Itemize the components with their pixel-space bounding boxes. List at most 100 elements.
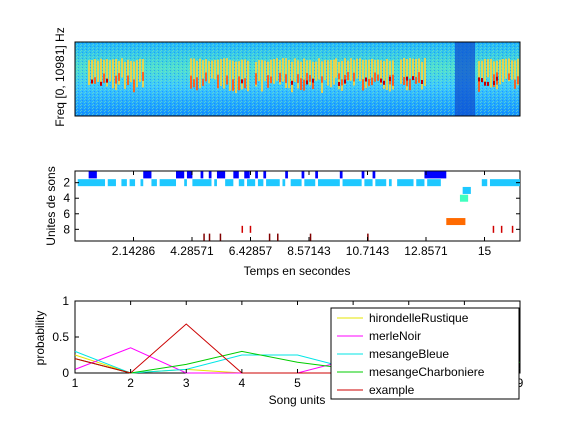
- raster-mark-unit-1: [361, 171, 365, 179]
- spectrogram-energy-peak: [103, 73, 105, 83]
- raster-mark-unit-2: [388, 179, 392, 187]
- spectrogram-energy-core: [106, 78, 108, 83]
- spectrogram-energy-column: [193, 58, 195, 84]
- raster-mark-unit-4: [459, 194, 469, 202]
- spectrogram-energy-peak: [196, 77, 198, 91]
- raster-mark-unit-1: [315, 171, 318, 179]
- raster-mark-unit-2: [290, 179, 302, 187]
- spectrogram-energy-core: [338, 81, 340, 86]
- raster-mark-unit-7: [446, 218, 466, 226]
- spectrogram-energy-peak: [341, 79, 343, 86]
- spectrogram-energy-column: [235, 61, 237, 94]
- spectrogram-ylabel: Freq [0, 10981] Hz: [53, 27, 67, 126]
- raster-mark-unit-9: [268, 233, 271, 241]
- spectrogram-energy-column: [356, 58, 358, 79]
- raster-mark-unit-2: [342, 179, 362, 187]
- spectrogram-energy-column: [511, 60, 513, 80]
- spectrogram-energy-column: [505, 58, 507, 79]
- spectrogram-energy-column: [282, 58, 284, 82]
- spectrogram-energy-core: [496, 76, 498, 81]
- spectrogram-energy-column: [309, 60, 311, 86]
- spectrogram-energy-column: [493, 61, 495, 88]
- spectrogram-energy-column: [333, 59, 335, 85]
- raster-mark-unit-2: [159, 179, 177, 187]
- spectrogram-energy-peak: [514, 79, 516, 89]
- spectrogram-energy-column: [121, 58, 123, 78]
- raster-mark-unit-2: [246, 179, 256, 187]
- spectrogram-energy-column: [223, 58, 225, 89]
- spectrogram-energy-peak: [115, 75, 117, 84]
- spectrogram-energy-column: [133, 61, 135, 91]
- raster-xtick-label: 10.7143: [346, 244, 390, 258]
- raster-mark-unit-1: [186, 171, 193, 179]
- spectrogram-energy-peak: [306, 72, 308, 83]
- probability-xtick-label: 4: [239, 376, 246, 390]
- spectrogram-energy-column: [139, 58, 141, 82]
- spectrogram-energy-column: [258, 60, 260, 81]
- spectrogram-energy-peak: [300, 78, 302, 90]
- probability-ytick-label: 1: [62, 294, 69, 308]
- spectrogram-energy-column: [136, 60, 138, 88]
- spectrogram-energy-column: [487, 59, 489, 78]
- spectrogram-energy-peak: [255, 73, 257, 85]
- spectrogram-energy-peak: [406, 77, 408, 87]
- spectrogram-energy-peak: [508, 73, 510, 80]
- raster-mark-unit-1: [244, 171, 250, 179]
- spectrogram-energy-column: [424, 58, 426, 86]
- raster-mark-unit-1: [255, 171, 258, 179]
- legend-label-hirondelleRustique: hirondelleRustique: [369, 311, 469, 325]
- song-units-raster-panel: 24 68 2.14286 4.28571 6.42857 8.57143 10.7143…: [44, 166, 521, 278]
- raster-mark-unit-2: [489, 179, 520, 187]
- spectrogram-energy-peak: [297, 74, 299, 84]
- spectrogram-energy-column: [100, 58, 102, 84]
- spectrogram-energy-column: [415, 58, 417, 78]
- spectrogram-energy-column: [130, 60, 132, 83]
- spectrogram-energy-column: [368, 59, 370, 87]
- legend-label-mesangeCharboniere: mesangeCharboniere: [369, 365, 485, 379]
- spectrogram-energy-column: [359, 58, 361, 82]
- spectrogram-energy-peak: [279, 72, 281, 83]
- raster-mark-unit-8: [511, 225, 514, 233]
- spectrogram-energy-column: [118, 61, 120, 85]
- raster-mark-unit-2: [225, 179, 234, 187]
- spectrogram-energy-column: [241, 59, 243, 90]
- spectrogram-energy-column: [303, 58, 305, 85]
- spectrogram-energy-column: [406, 58, 408, 91]
- spectrogram-energy-core: [406, 76, 408, 81]
- spectrogram-energy-core: [484, 81, 486, 86]
- raster-mark-unit-3: [462, 186, 471, 194]
- spectrogram-energy-column: [315, 61, 317, 81]
- spectrogram-energy-peak: [303, 79, 305, 91]
- raster-xtick-label: 15: [478, 244, 492, 258]
- spectrogram-energy-column: [386, 58, 388, 90]
- spectrogram-energy-peak: [392, 74, 394, 86]
- spectrogram-energy-peak: [193, 79, 195, 88]
- spectrogram-energy-column: [330, 59, 332, 88]
- spectrogram-energy-column: [335, 58, 337, 78]
- spectrogram-energy-peak: [217, 74, 219, 89]
- spectrogram-energy-core: [487, 81, 489, 86]
- raster-mark-unit-1: [424, 171, 447, 179]
- spectrogram-energy-column: [285, 58, 287, 89]
- spectrogram-energy-column: [199, 58, 201, 89]
- raster-mark-unit-2: [481, 179, 488, 187]
- spectrogram-energy-peak: [415, 76, 417, 84]
- spectrogram-energy-peak: [133, 79, 135, 93]
- spectrogram-energy-peak: [309, 75, 311, 82]
- spectrogram-energy-column: [127, 59, 129, 85]
- spectrogram-energy-core: [241, 79, 243, 84]
- spectrogram-energy-peak: [371, 77, 373, 86]
- raster-mark-unit-2: [77, 179, 106, 187]
- probability-xtick-label: 9: [517, 376, 524, 390]
- spectrogram-energy-core: [383, 80, 385, 85]
- raster-marks: [77, 171, 520, 241]
- raster-mark-unit-2: [317, 179, 340, 187]
- spectrogram-energy-column: [291, 61, 293, 93]
- legend-label-merleNoir: merleNoir: [369, 329, 421, 343]
- spectrogram-panel: Freq [0, 10981] Hz: [53, 27, 521, 127]
- spectrogram-energy-column: [412, 58, 414, 77]
- spectrogram-energy-column: [229, 60, 231, 91]
- raster-mark-unit-9: [219, 233, 222, 241]
- spectrogram-energy-column: [220, 59, 222, 87]
